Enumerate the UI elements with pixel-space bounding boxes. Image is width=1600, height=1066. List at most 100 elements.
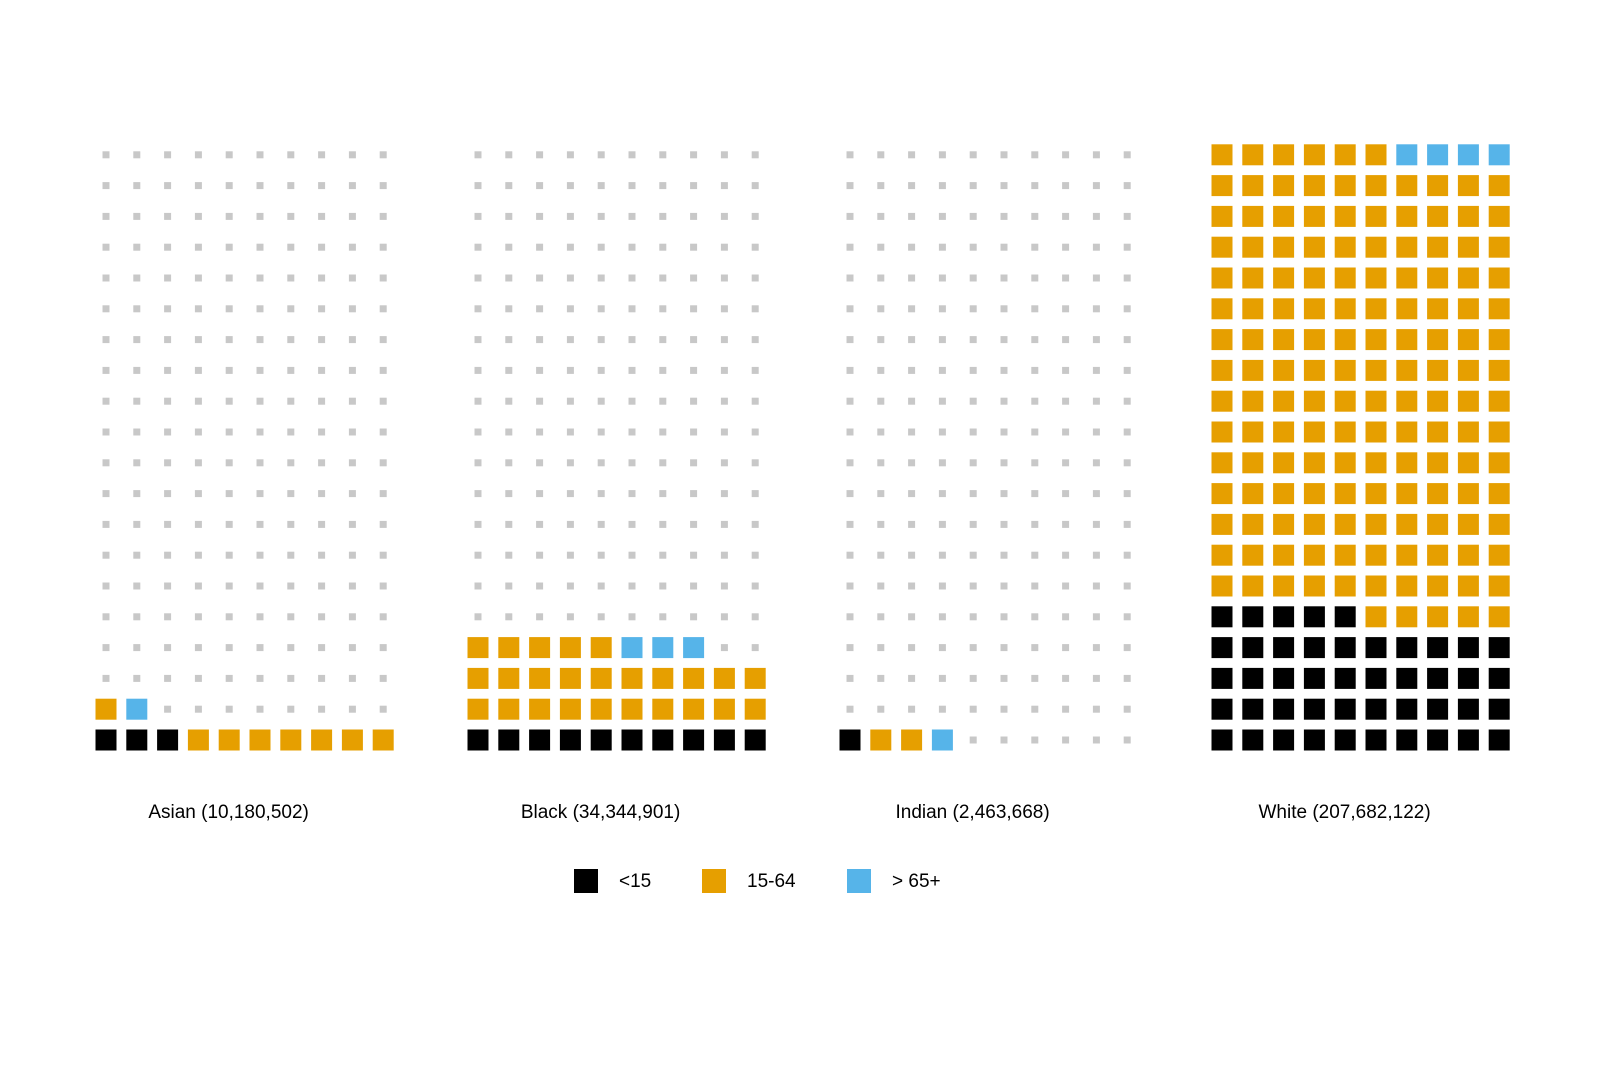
empty-dot xyxy=(133,613,141,621)
empty-dot xyxy=(628,274,636,282)
empty-dot xyxy=(1031,705,1039,713)
waffle-square xyxy=(1457,236,1479,258)
waffle-square xyxy=(1488,729,1510,751)
empty-dot xyxy=(1062,736,1070,744)
waffle-square xyxy=(1427,267,1449,289)
waffle-square xyxy=(1488,513,1510,535)
empty-dot xyxy=(659,274,667,282)
waffle-square xyxy=(1427,606,1449,628)
waffle-square xyxy=(1211,513,1233,535)
empty-dot xyxy=(1000,490,1008,498)
empty-dot xyxy=(877,243,885,251)
empty-dot xyxy=(597,490,605,498)
empty-dot xyxy=(1123,551,1131,559)
empty-dot xyxy=(1062,459,1070,467)
empty-dot xyxy=(133,336,141,344)
empty-dot xyxy=(225,182,233,190)
empty-dot xyxy=(256,182,264,190)
waffle-square xyxy=(1303,544,1325,566)
empty-dot xyxy=(225,151,233,159)
waffle-square xyxy=(1273,637,1295,659)
empty-dot xyxy=(938,428,946,436)
waffle-square xyxy=(1211,236,1233,258)
empty-dot xyxy=(318,613,326,621)
waffle-square xyxy=(1242,236,1264,258)
empty-dot xyxy=(164,582,172,590)
empty-dot xyxy=(969,674,977,682)
waffle-square xyxy=(1396,205,1418,227)
empty-dot xyxy=(474,336,482,344)
empty-dot xyxy=(597,520,605,528)
empty-dot xyxy=(1123,582,1131,590)
empty-dot xyxy=(474,551,482,559)
waffle-square xyxy=(467,637,489,659)
waffle-square xyxy=(529,729,551,751)
empty-dot xyxy=(1062,274,1070,282)
empty-dot xyxy=(659,520,667,528)
empty-dot xyxy=(379,613,387,621)
empty-dot xyxy=(536,274,544,282)
waffle-square xyxy=(1273,421,1295,443)
empty-dot xyxy=(318,397,326,405)
empty-dot xyxy=(1031,490,1039,498)
empty-dot xyxy=(287,644,295,652)
empty-dot xyxy=(659,305,667,313)
waffle-square xyxy=(341,729,363,751)
empty-dot xyxy=(751,274,759,282)
waffle-square xyxy=(1396,298,1418,320)
waffle-square xyxy=(1334,329,1356,351)
empty-dot xyxy=(256,613,264,621)
legend-swatch xyxy=(574,869,598,893)
waffle-square xyxy=(713,698,735,720)
empty-dot xyxy=(194,428,202,436)
empty-dot xyxy=(164,613,172,621)
waffle-square xyxy=(1396,667,1418,689)
waffle-square xyxy=(1427,205,1449,227)
empty-dot xyxy=(597,428,605,436)
waffle-square xyxy=(1427,298,1449,320)
empty-dot xyxy=(1062,520,1070,528)
empty-dot xyxy=(908,674,916,682)
waffle-square xyxy=(1396,729,1418,751)
empty-dot xyxy=(348,551,356,559)
empty-dot xyxy=(164,243,172,251)
waffle-square xyxy=(1427,729,1449,751)
waffle-square xyxy=(1211,205,1233,227)
empty-dot xyxy=(877,366,885,374)
waffle-square xyxy=(1427,544,1449,566)
waffle-square xyxy=(1273,144,1295,166)
empty-dot xyxy=(1000,212,1008,220)
empty-dot xyxy=(597,182,605,190)
empty-dot xyxy=(379,551,387,559)
waffle-square xyxy=(1334,359,1356,381)
waffle-square xyxy=(95,729,117,751)
empty-dot xyxy=(690,243,698,251)
empty-dot xyxy=(1000,644,1008,652)
empty-dot xyxy=(877,644,885,652)
empty-dot xyxy=(1000,613,1008,621)
waffle-square xyxy=(1365,513,1387,535)
empty-dot xyxy=(1031,366,1039,374)
empty-dot xyxy=(1092,582,1100,590)
empty-dot xyxy=(133,305,141,313)
empty-dot xyxy=(1062,705,1070,713)
empty-dot xyxy=(720,551,728,559)
empty-dot xyxy=(133,243,141,251)
empty-dot xyxy=(318,305,326,313)
empty-dot xyxy=(908,428,916,436)
empty-dot xyxy=(256,705,264,713)
waffle-square xyxy=(1396,483,1418,505)
empty-dot xyxy=(133,644,141,652)
waffle-square xyxy=(1211,421,1233,443)
empty-dot xyxy=(1062,336,1070,344)
empty-dot xyxy=(1123,736,1131,744)
empty-dot xyxy=(102,243,110,251)
waffle-square xyxy=(1427,236,1449,258)
empty-dot xyxy=(474,428,482,436)
empty-dot xyxy=(225,366,233,374)
empty-dot xyxy=(659,243,667,251)
empty-dot xyxy=(908,520,916,528)
empty-dot xyxy=(628,305,636,313)
empty-dot xyxy=(628,459,636,467)
empty-dot xyxy=(102,520,110,528)
